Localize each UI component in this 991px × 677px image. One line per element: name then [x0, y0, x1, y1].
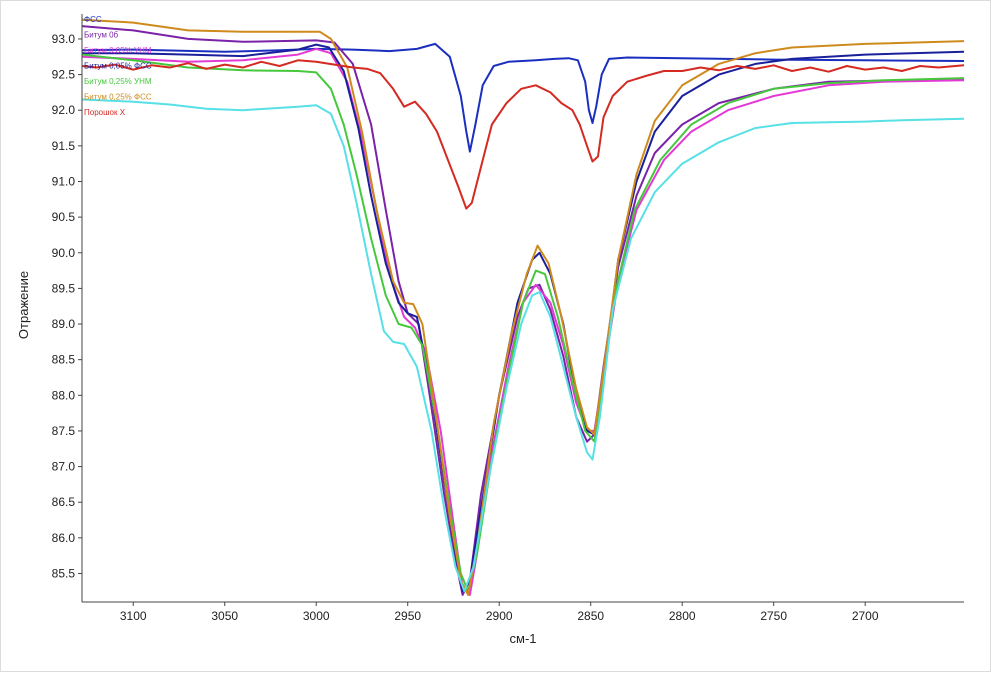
- y-tick-label: 86.0: [52, 531, 76, 545]
- y-tick-label: 89.0: [52, 317, 76, 331]
- series-line-6: [81, 18, 965, 596]
- x-tick-label: 2750: [760, 609, 787, 623]
- legend-item-3: Битум 0,05% УНМ: [84, 46, 152, 55]
- series-line-7: [81, 59, 965, 210]
- y-tick-label: 90.0: [52, 246, 76, 260]
- y-tick-label: 87.0: [52, 460, 76, 474]
- x-tick-label: 2700: [852, 609, 879, 623]
- x-tick-label: 2850: [577, 609, 604, 623]
- y-tick-label: 85.5: [52, 566, 76, 580]
- y-axis-title: Отражение: [16, 271, 31, 339]
- legend-item-6: Битум 0,25% ФСС: [84, 93, 152, 102]
- y-tick-label: 90.5: [52, 210, 76, 224]
- series-line-8: [81, 98, 965, 593]
- y-axis-ticks: 85.5 86.0 86.5 87.0 87.5 88.0 88.5 89.0 89.5 90.0…: [52, 32, 82, 580]
- legend-item-5: Битум 0,25% УНМ: [84, 77, 152, 86]
- x-tick-label: 3050: [211, 609, 238, 623]
- series-line-4: [82, 43, 965, 593]
- x-axis-ticks: 3100 3050 3000 2950 2900 2850 2800 2750 2700: [120, 602, 879, 623]
- series-line-1: [81, 42, 965, 153]
- legend-item-7: Порошок Х: [84, 108, 126, 117]
- x-tick-label: 2900: [486, 609, 513, 623]
- y-tick-label: 89.5: [52, 281, 76, 295]
- y-tick-label: 88.0: [52, 388, 76, 402]
- x-tick-label: 3000: [303, 609, 330, 623]
- y-tick-label: 91.5: [52, 139, 76, 153]
- legend-item-2: Битум 0б: [84, 31, 119, 40]
- y-tick-label: 87.5: [52, 424, 76, 438]
- y-tick-label: 91.0: [52, 174, 76, 188]
- x-tick-label: 2950: [394, 609, 421, 623]
- y-tick-label: 92.5: [52, 68, 76, 82]
- y-tick-label: 92.0: [52, 103, 76, 117]
- legend-item-1: ФСС: [84, 15, 102, 24]
- y-tick-label: 93.0: [52, 32, 76, 46]
- y-tick-label: 88.5: [52, 353, 76, 367]
- y-tick-label: 86.5: [52, 495, 76, 509]
- x-tick-label: 2800: [669, 609, 696, 623]
- x-axis-title: см-1: [510, 631, 537, 646]
- legend-item-4: Битум 0,05% ФСС: [84, 62, 152, 71]
- legend: ФСС Битум 0б Битум 0,05% УНМ Битум 0,05% ФС…: [84, 15, 152, 117]
- axes-layer: [81, 14, 964, 603]
- series-layer: [81, 18, 965, 596]
- x-tick-label: 3100: [120, 609, 147, 623]
